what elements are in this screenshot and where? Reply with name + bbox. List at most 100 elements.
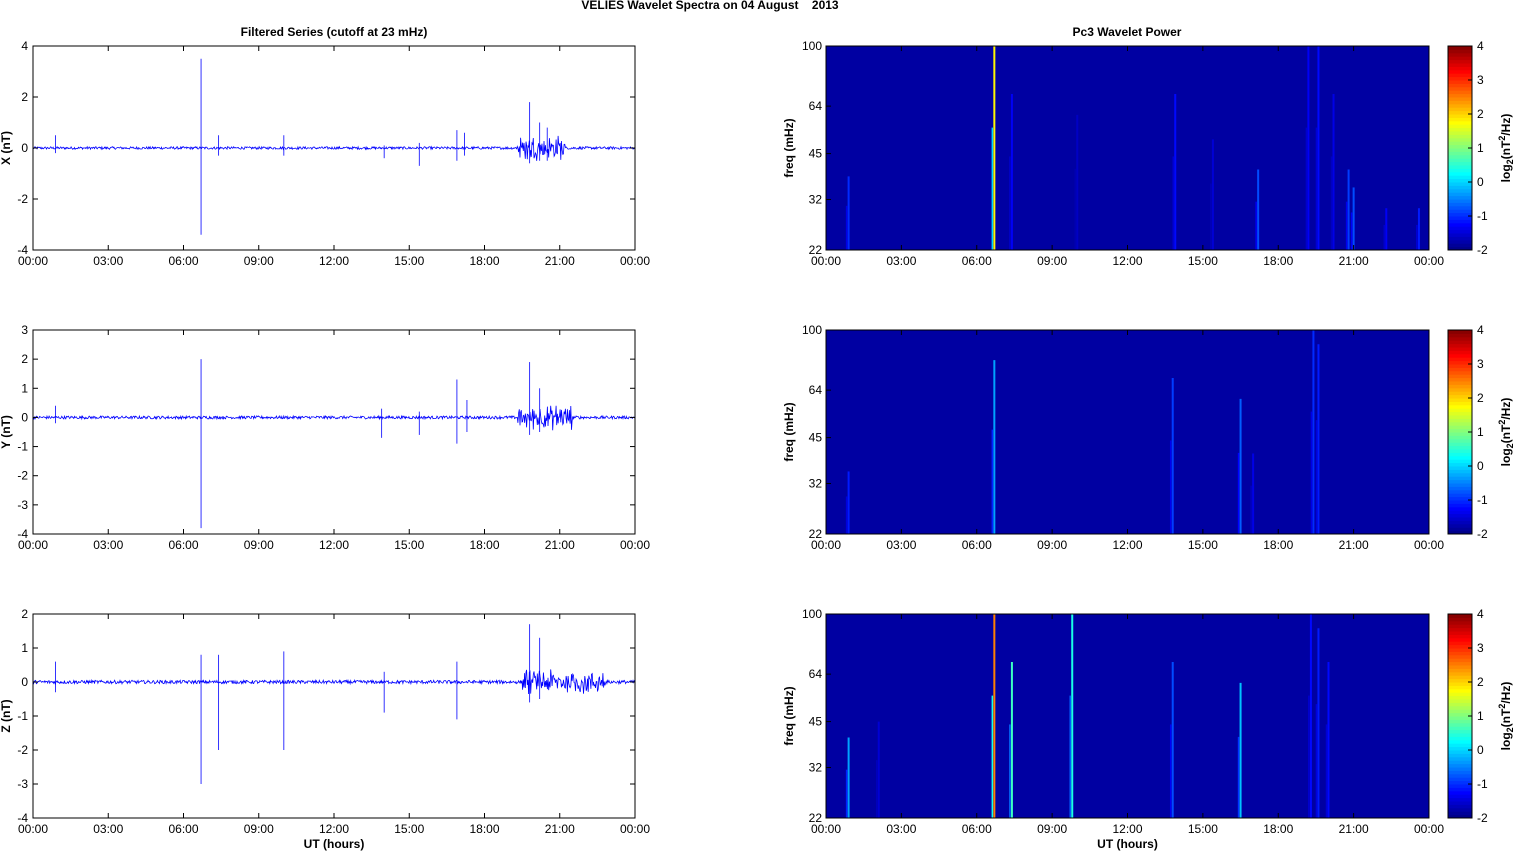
colorbar-cell — [1448, 148, 1472, 152]
colorbar-cell — [1448, 530, 1472, 535]
colorbar-cell — [1448, 472, 1472, 477]
x-tick-label: 12:00 — [319, 538, 349, 552]
colorbar-cell — [1448, 171, 1472, 176]
colorbar-cell — [1448, 202, 1472, 207]
colorbar-cell — [1448, 716, 1472, 720]
colorbar-cell — [1448, 510, 1472, 515]
colorbar-label: log2(nT2/Hz) — [1497, 398, 1515, 467]
y-tick-label: 64 — [809, 667, 823, 681]
colorbar-tick-label: 1 — [1477, 425, 1484, 439]
colorbar-cell — [1448, 69, 1472, 74]
y-axis-label: X (nT) — [0, 131, 13, 165]
colorbar-tick-label: 0 — [1477, 459, 1484, 473]
y-tick-label: 32 — [809, 477, 823, 491]
colorbar-cell — [1448, 185, 1472, 190]
series-trace — [32, 669, 636, 695]
colorbar-cell — [1448, 110, 1472, 115]
colorbar-tick-label: 4 — [1477, 323, 1484, 337]
x-tick-label: 09:00 — [244, 822, 274, 836]
x-tick-label: 15:00 — [394, 254, 424, 268]
colorbar-tick-label: 2 — [1477, 391, 1484, 405]
x-tick-label: 21:00 — [545, 822, 575, 836]
colorbar-cell — [1448, 73, 1472, 78]
colorbar-cell — [1448, 489, 1472, 494]
y-axis-label: freq (mHz) — [782, 118, 796, 177]
colorbar-cell — [1448, 739, 1472, 744]
series-trace — [32, 405, 636, 431]
y-tick-label: -1 — [17, 440, 28, 454]
x-tick-label: 09:00 — [244, 254, 274, 268]
x-axis-label: UT (hours) — [304, 837, 365, 851]
colorbar-cell — [1448, 233, 1472, 237]
colorbar-cell — [1448, 651, 1472, 656]
colorbar-cell — [1448, 614, 1472, 618]
x-tick-label: 00:00 — [620, 538, 650, 552]
colorbar-cell — [1448, 733, 1472, 737]
colorbar-cell — [1448, 520, 1472, 525]
x-tick-label: 00:00 — [18, 538, 48, 552]
colorbar-cell — [1448, 415, 1472, 419]
colorbar-tick-label: 4 — [1477, 607, 1484, 621]
colorbar-cell — [1448, 675, 1472, 680]
colorbar-cell — [1448, 658, 1472, 663]
colorbar-cell — [1448, 678, 1472, 683]
colorbar-cell — [1448, 199, 1472, 203]
x-tick-label: 00:00 — [18, 254, 48, 268]
colorbar-cell — [1448, 404, 1472, 409]
plot-area — [33, 614, 635, 818]
colorbar-cell — [1448, 384, 1472, 389]
y-tick-label: 4 — [21, 39, 28, 53]
colorbar-cell — [1448, 644, 1472, 649]
colorbar-cell — [1448, 449, 1472, 453]
y-tick-label: 0 — [21, 410, 28, 424]
colorbar-cell — [1448, 627, 1472, 632]
colorbar-cell — [1448, 52, 1472, 57]
y-axis-label: freq (mHz) — [782, 686, 796, 745]
colorbar-cell — [1448, 685, 1472, 690]
colorbar-cell — [1448, 97, 1472, 101]
x-tick-label: 09:00 — [244, 538, 274, 552]
colorbar-cell — [1448, 66, 1472, 71]
colorbar-tick-label: 3 — [1477, 73, 1484, 87]
colorbar-tick-label: 3 — [1477, 641, 1484, 655]
colorbar-cell — [1448, 226, 1472, 231]
x-tick-label: 06:00 — [962, 538, 992, 552]
x-tick-label: 12:00 — [319, 822, 349, 836]
x-tick-label: 18:00 — [1263, 254, 1293, 268]
x-tick-label: 03:00 — [886, 254, 916, 268]
colorbar-tick-label: 0 — [1477, 743, 1484, 757]
colorbar-cell — [1448, 620, 1472, 625]
colorbar-cell — [1448, 165, 1472, 169]
x-tick-label: 15:00 — [394, 822, 424, 836]
colorbar-cell — [1448, 624, 1472, 629]
figure-title: VELIES Wavelet Spectra on 04 August 2013 — [581, 0, 839, 12]
colorbar-cell — [1448, 794, 1472, 799]
y-tick-label: 2 — [21, 90, 28, 104]
y-tick-label: 45 — [809, 147, 823, 161]
colorbar-cell — [1448, 127, 1472, 132]
colorbar-cell — [1448, 804, 1472, 809]
colorbar-cell — [1448, 517, 1472, 521]
y-tick-label: -2 — [17, 743, 28, 757]
y-tick-label: 32 — [809, 193, 823, 207]
colorbar-cell — [1448, 76, 1472, 81]
colorbar-cell — [1448, 161, 1472, 166]
y-tick-label: 3 — [21, 323, 28, 337]
colorbar-cell — [1448, 391, 1472, 396]
x-tick-label: 21:00 — [1339, 822, 1369, 836]
colorbar-cell — [1448, 699, 1472, 703]
x-tick-label: 06:00 — [168, 254, 198, 268]
colorbar-cell — [1448, 753, 1472, 758]
y-tick-label: 0 — [21, 675, 28, 689]
colorbar-cell — [1448, 719, 1472, 724]
colorbar-cell — [1448, 93, 1472, 98]
right-column-title: Pc3 Wavelet Power — [1073, 25, 1182, 39]
colorbar-cell — [1448, 705, 1472, 710]
colorbar-cell — [1448, 107, 1472, 112]
colorbar-tick-label: 2 — [1477, 675, 1484, 689]
x-tick-label: 00:00 — [18, 822, 48, 836]
colorbar-cell — [1448, 438, 1472, 443]
colorbar-cell — [1448, 712, 1472, 717]
colorbar-cell — [1448, 784, 1472, 788]
